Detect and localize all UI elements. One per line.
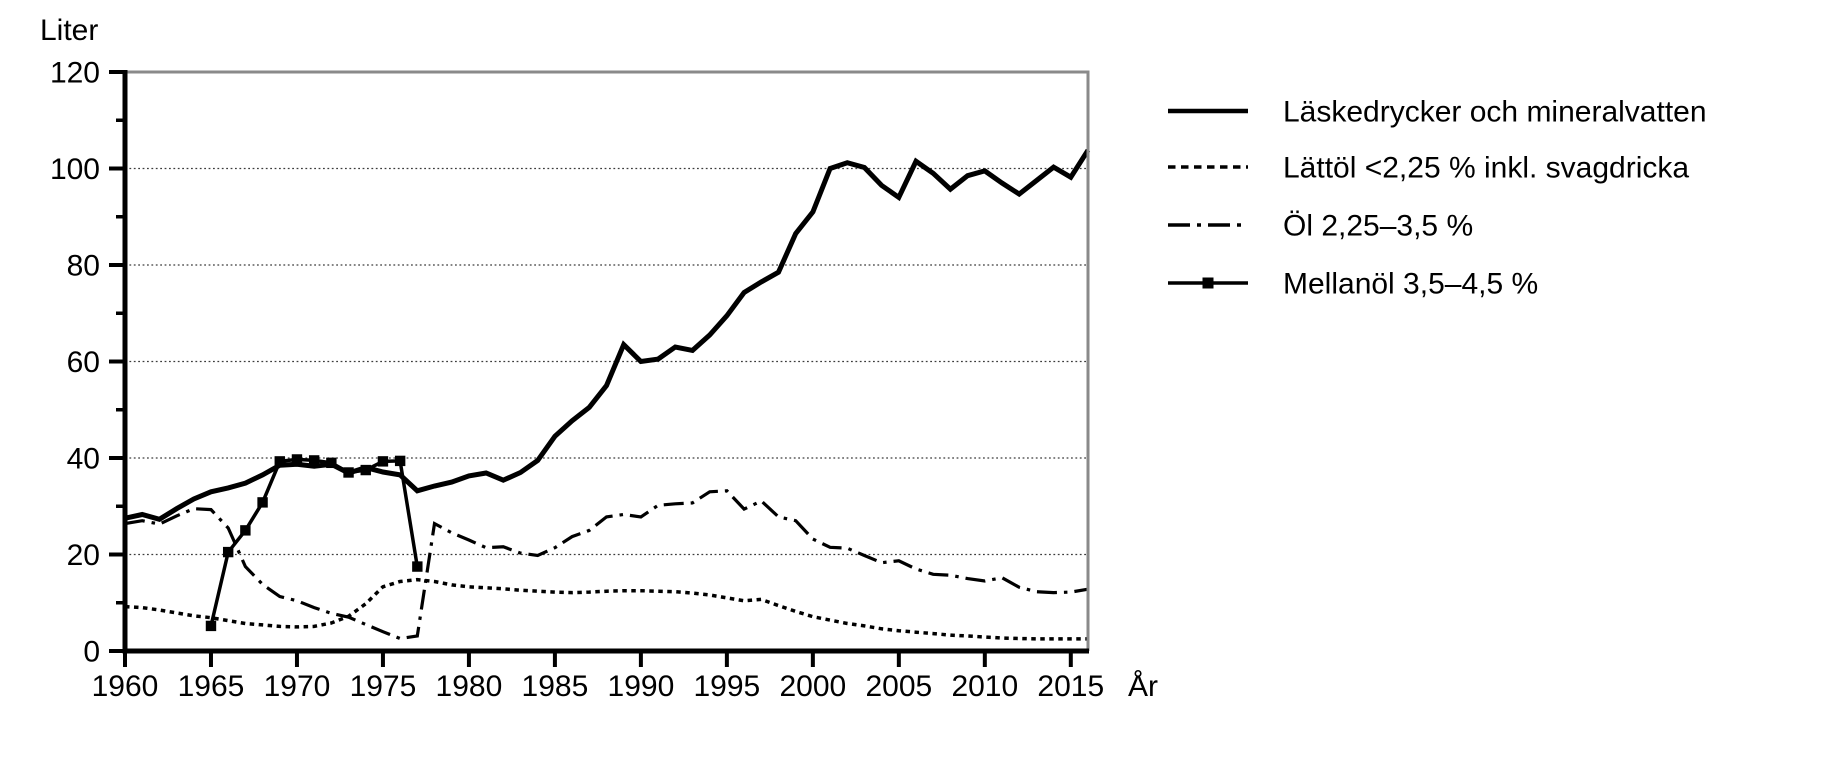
- series-laskedrycker-line: [124, 148, 1091, 523]
- x-tick-label-2005: 2005: [865, 670, 932, 703]
- series-mellanol-marker-1969: [274, 456, 285, 467]
- x-tick-label-1980: 1980: [436, 670, 503, 703]
- x-tick-label-1990: 1990: [608, 670, 675, 703]
- legend-item-lattol: Lättöl <2,25 % inkl. svagdricka: [1168, 152, 1689, 185]
- legend: Läskedrycker och mineralvatten Lättöl <2,…: [1168, 96, 1707, 301]
- legend-sample-marker-mellanol: [1202, 277, 1214, 289]
- x-tick-label-2000: 2000: [779, 670, 846, 703]
- legend-label-lattol: Lättöl <2,25 % inkl. svagdricka: [1283, 152, 1689, 185]
- gridlines-group: [125, 167, 1088, 556]
- legend-item-mellanol: Mellanöl 3,5–4,5 %: [1168, 268, 1538, 301]
- y-tick-label-0: 0: [83, 636, 100, 669]
- y-tick-label-80: 80: [67, 250, 100, 283]
- y-tick-label-60: 60: [67, 346, 100, 379]
- x-tick-label-2015: 2015: [1037, 670, 1104, 703]
- tick-labels-group: 0 20 40 60 80 100 120 1960 1965 1970 1975 1980 1985 1…: [50, 57, 1104, 704]
- legend-item-ol: Öl 2,25–3,5 %: [1168, 210, 1473, 243]
- x-tick-label-1985: 1985: [522, 670, 589, 703]
- legend-label-ol: Öl 2,25–3,5 %: [1283, 210, 1473, 243]
- y-tick-label-100: 100: [50, 153, 100, 186]
- series-mellanol-marker-1966: [222, 546, 234, 558]
- plot-frame-group: [125, 70, 1090, 651]
- axes-group: [109, 70, 1089, 667]
- series-mellanol-marker-1972: [326, 457, 337, 469]
- legend-label-laskedrycker: Läskedrycker och mineralvatten: [1283, 96, 1707, 129]
- series-mellanol-marker-1967: [240, 525, 251, 536]
- series-group: [124, 148, 1091, 641]
- y-tick-label-120: 120: [50, 57, 100, 90]
- y-tick-label-40: 40: [67, 443, 100, 476]
- series-mellanol-marker-1970: [291, 454, 303, 465]
- series-mellanol-marker-1971: [308, 455, 320, 466]
- x-tick-label-1995: 1995: [694, 670, 761, 703]
- series-ol-line: [124, 489, 1089, 641]
- series-mellanol-marker-1977: [412, 561, 423, 572]
- x-tick-label-1965: 1965: [178, 670, 245, 703]
- series-mellanol-marker-1965: [205, 620, 217, 632]
- x-tick-label-2010: 2010: [951, 670, 1018, 703]
- y-axis-title: Liter: [40, 14, 98, 47]
- legend-label-mellanol: Mellanöl 3,5–4,5 %: [1283, 268, 1538, 301]
- series-mellanol-marker-1973: [343, 467, 354, 478]
- x-axis-title: År: [1128, 670, 1158, 703]
- y-tick-label-20: 20: [67, 539, 100, 572]
- series-mellanol-marker-1968: [257, 497, 268, 508]
- series-lattol-line: [124, 577, 1088, 641]
- series-mellanol-marker-1975: [377, 456, 389, 467]
- series-mellanol-marker-1976: [394, 455, 406, 467]
- x-tick-label-1975: 1975: [350, 670, 417, 703]
- series-mellanol-marker-1974: [360, 464, 371, 476]
- x-tick-label-1970: 1970: [264, 670, 331, 703]
- x-tick-label-1960: 1960: [92, 670, 159, 703]
- legend-item-laskedrycker: Läskedrycker och mineralvatten: [1168, 96, 1707, 129]
